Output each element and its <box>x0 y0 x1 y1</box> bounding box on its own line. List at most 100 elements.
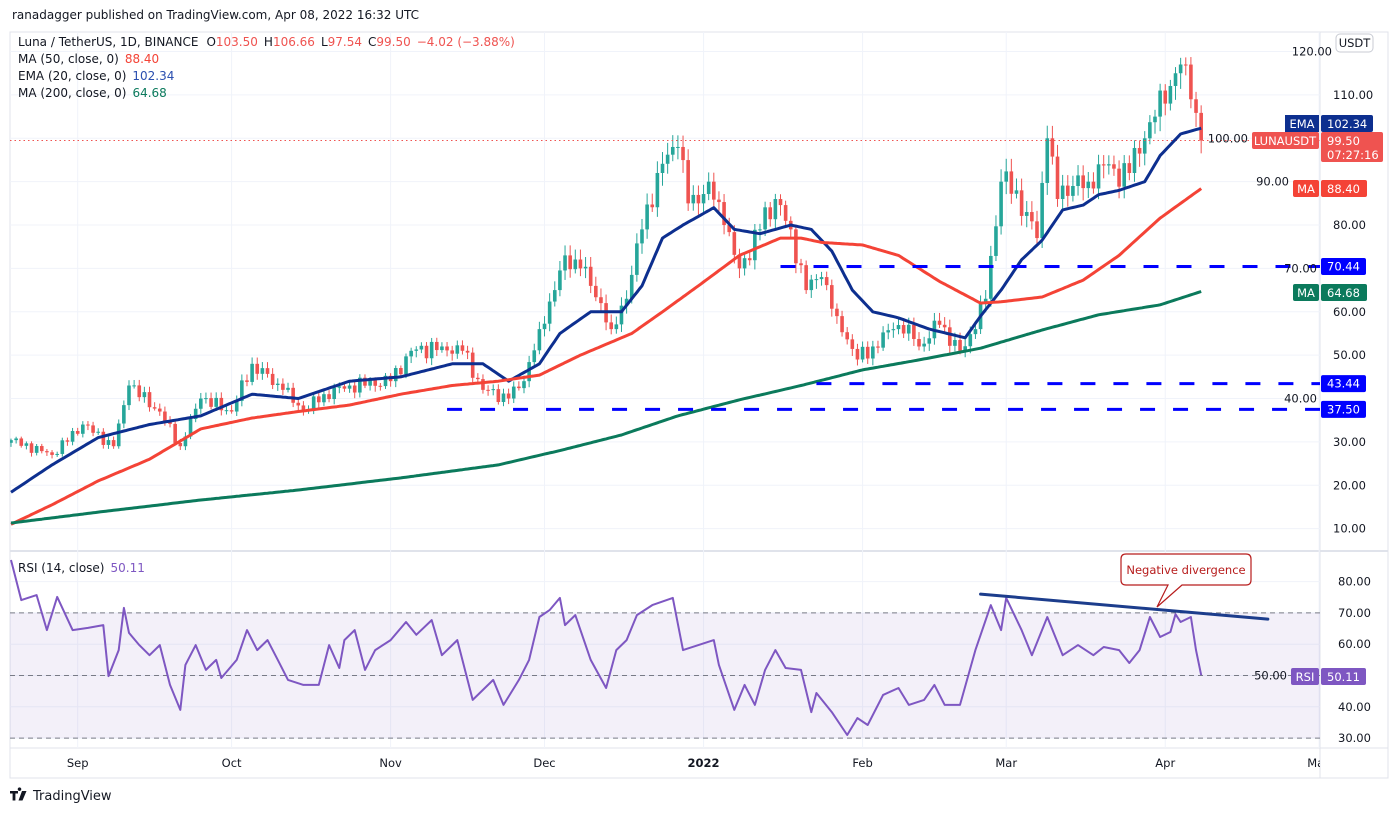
candle-body <box>424 345 429 359</box>
candle-body <box>317 396 321 403</box>
candle-body <box>712 181 716 200</box>
candle-body <box>1122 163 1127 187</box>
candle-body <box>753 229 757 261</box>
candle-body <box>173 423 177 443</box>
candle-body <box>332 387 336 400</box>
candle-body <box>942 324 947 328</box>
ma200-value-text: 64.68 <box>1327 286 1360 300</box>
last-price-tag <box>1321 132 1383 162</box>
legend-ma50[interactable]: MA (50, close, 0) 88.40 <box>18 52 159 66</box>
candle-body <box>419 345 424 350</box>
candle-body <box>722 202 726 226</box>
candle-body <box>352 385 357 393</box>
time-axis[interactable]: Sep Oct Nov Dec 2022 Feb Mar Apr May <box>67 756 1331 770</box>
candle-body <box>152 407 157 409</box>
candle-body <box>1035 221 1039 239</box>
candle-body <box>609 322 614 330</box>
candle-body <box>840 316 844 333</box>
candle-body <box>506 393 511 399</box>
divergence-trendline[interactable] <box>979 592 1270 621</box>
candle-body <box>742 258 747 269</box>
candle-body <box>178 442 183 447</box>
candle-body <box>665 154 670 164</box>
candle-body <box>132 385 136 387</box>
candle-body <box>1158 90 1162 117</box>
time-tick-label: Nov <box>379 756 402 770</box>
candle-body <box>1178 64 1183 74</box>
candle-body <box>989 255 993 299</box>
candle-body <box>116 423 121 447</box>
candle-body <box>440 346 444 351</box>
candle-body <box>1173 73 1178 86</box>
candle-body <box>101 431 106 445</box>
rsi-tick-label: 50.00 <box>1254 669 1287 683</box>
candle-body <box>927 338 932 344</box>
time-tick-label: Feb <box>852 756 872 770</box>
legend-ema20[interactable]: EMA (20, close, 0) 102.34 <box>18 69 174 83</box>
tradingview-logo[interactable]: TradingView <box>10 787 112 804</box>
candle-body <box>681 146 685 161</box>
candle-body <box>670 146 675 155</box>
ma50-tag <box>1293 180 1319 197</box>
level-value-text: 70.44 <box>1327 260 1360 274</box>
candle-body <box>537 329 542 351</box>
candle-body <box>445 346 449 351</box>
rsi-tick-label: 80.00 <box>1338 575 1371 589</box>
axis-labels: USDT EMA 102.34 LUNAUSDT 99.50 07:27:16 … <box>1252 33 1383 685</box>
candle-body <box>563 255 567 271</box>
rsi-axis[interactable]: 80.00 70.00 60.00 50.00 40.00 30.00 <box>1254 575 1371 746</box>
price-tick-label: 100.00 <box>1208 131 1248 145</box>
legend-rsi[interactable]: RSI (14, close) 50.11 <box>18 561 145 575</box>
price-tick-label: 120.00 <box>1292 45 1332 59</box>
candle-body <box>717 199 721 203</box>
candle-body <box>39 446 44 452</box>
candle-body <box>1071 186 1075 196</box>
candle-body <box>1199 112 1203 141</box>
candle-body <box>250 363 254 382</box>
candle-body <box>958 340 962 351</box>
candle-body <box>1065 185 1070 196</box>
candle-body <box>193 408 198 420</box>
legend-ma200[interactable]: MA (200, close, 0) 64.68 <box>18 86 167 100</box>
candle-body <box>60 440 65 454</box>
candle-body <box>830 285 834 309</box>
price-tick-label: 70.00 <box>1284 261 1317 275</box>
candle-body <box>496 389 501 403</box>
candle-body <box>147 392 152 408</box>
candle-body <box>871 346 875 359</box>
candle-body <box>850 339 855 349</box>
candle-body <box>999 181 1003 227</box>
ema-value-tag <box>1321 115 1373 132</box>
candle-body <box>1004 171 1009 182</box>
candle-body <box>275 383 280 385</box>
candle-body <box>758 229 762 231</box>
candle-body <box>240 380 244 401</box>
level-value-tag <box>1321 375 1366 393</box>
candle-body <box>55 453 59 455</box>
candle-body <box>696 194 701 204</box>
candle-body <box>917 339 921 347</box>
legend: Luna / TetherUS, 1D, BINANCE O103.50 H106.… <box>18 35 515 575</box>
candle-body <box>573 259 578 270</box>
negative-divergence-annotation[interactable]: Negative divergence <box>979 553 1270 621</box>
candle-body <box>973 329 978 335</box>
candle-body <box>778 199 783 206</box>
candle-body <box>127 385 131 406</box>
candle-body <box>660 163 665 173</box>
candle-body <box>901 325 906 334</box>
candle-body <box>434 341 439 351</box>
symbol-tag-text: LUNAUSDT <box>1254 134 1317 148</box>
candle-body <box>450 350 454 354</box>
callout-text: Negative divergence <box>1126 563 1245 577</box>
ema-tag <box>1285 115 1319 132</box>
candle-body <box>245 380 249 382</box>
candle-body <box>347 385 352 389</box>
candle-body <box>234 400 239 412</box>
rsi-tag-text: RSI <box>1296 670 1315 684</box>
rsi-tick-label: 60.00 <box>1338 637 1371 651</box>
candle-body <box>1014 190 1019 194</box>
price-axis[interactable]: 120.00 110.00 100.00 90.00 80.00 70.00 60.00 50… <box>1208 45 1374 536</box>
currency-button[interactable] <box>1335 33 1374 53</box>
price-tick-label: 80.00 <box>1333 218 1366 232</box>
